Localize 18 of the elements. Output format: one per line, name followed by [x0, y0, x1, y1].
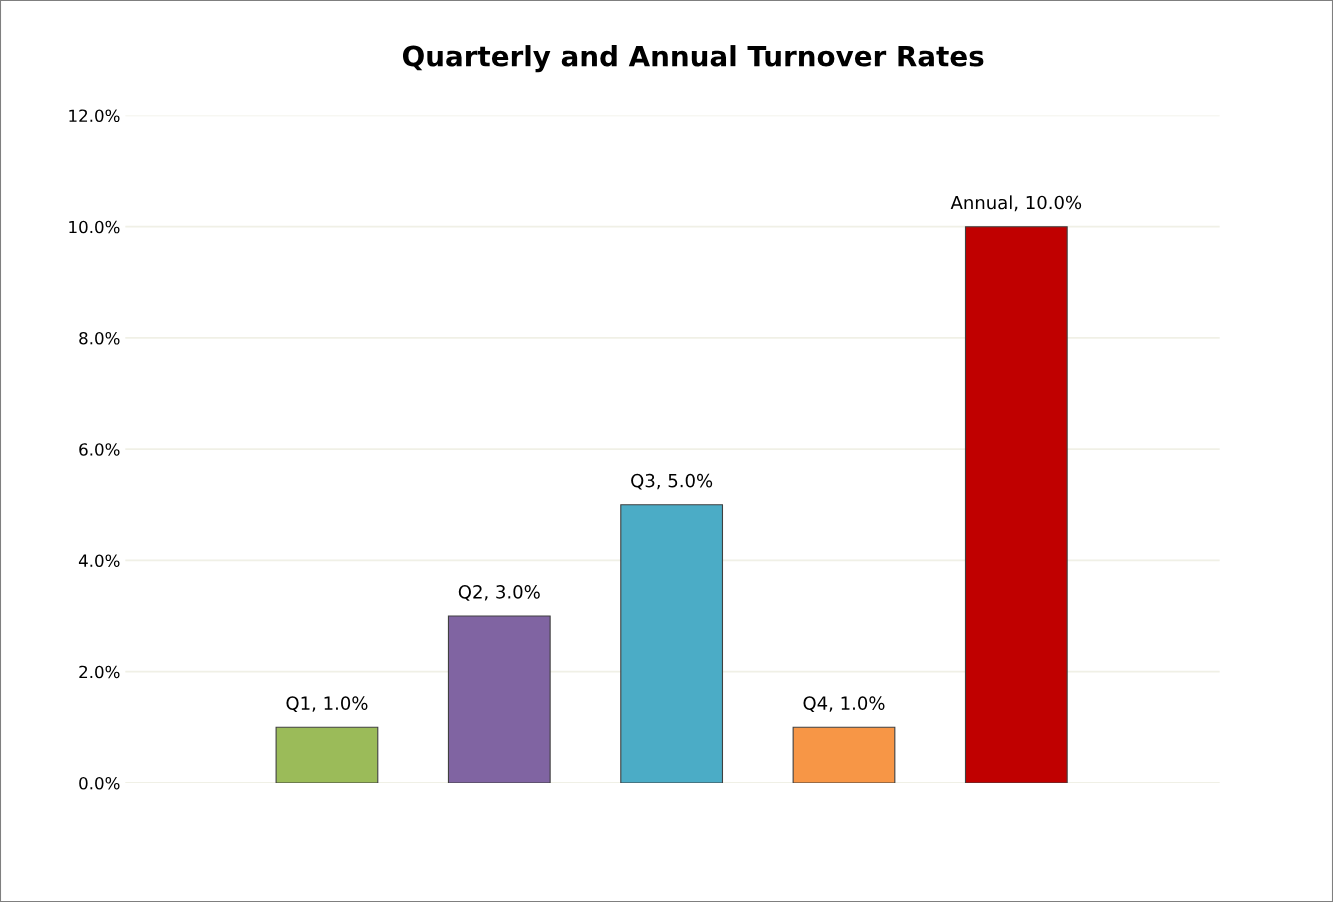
- bar: [275, 726, 379, 783]
- bar: [964, 226, 1068, 783]
- data-label: Q3, 5.0%: [631, 473, 713, 490]
- y-tick-label: 8.0%: [79, 331, 120, 345]
- data-label: Q2, 3.0%: [458, 585, 540, 601]
- y-tick-label: 2.0%: [79, 665, 120, 679]
- bar: [792, 726, 896, 783]
- data-label: Q1, 1.0%: [286, 696, 368, 712]
- bar: [620, 504, 724, 783]
- bar: [447, 615, 551, 783]
- data-label: Annual, 10.0%: [950, 195, 1082, 212]
- chart-title: Quarterly and Annual Turnover Rates: [402, 45, 984, 73]
- y-tick-label: 4.0%: [78, 554, 120, 568]
- y-tick-label: 10.0%: [69, 220, 120, 234]
- y-tick-label: 6.0%: [79, 443, 120, 456]
- y-tick-label: 12.0%: [69, 109, 120, 123]
- y-tick-label: 0.0%: [79, 776, 120, 790]
- data-label: Q4, 1.0%: [803, 696, 885, 712]
